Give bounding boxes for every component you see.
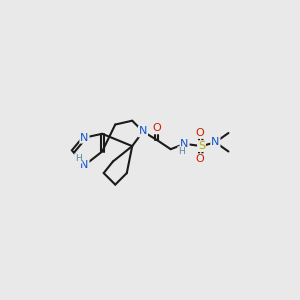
Text: H: H [75,154,82,163]
Text: N: N [80,133,88,142]
Text: N: N [80,160,88,170]
Text: N: N [211,137,220,147]
Text: O: O [196,128,204,138]
Text: N: N [180,139,189,149]
Text: O: O [196,154,204,164]
Text: N: N [139,127,147,136]
Text: S: S [198,141,205,151]
Text: O: O [152,123,161,134]
Text: H: H [178,147,185,156]
